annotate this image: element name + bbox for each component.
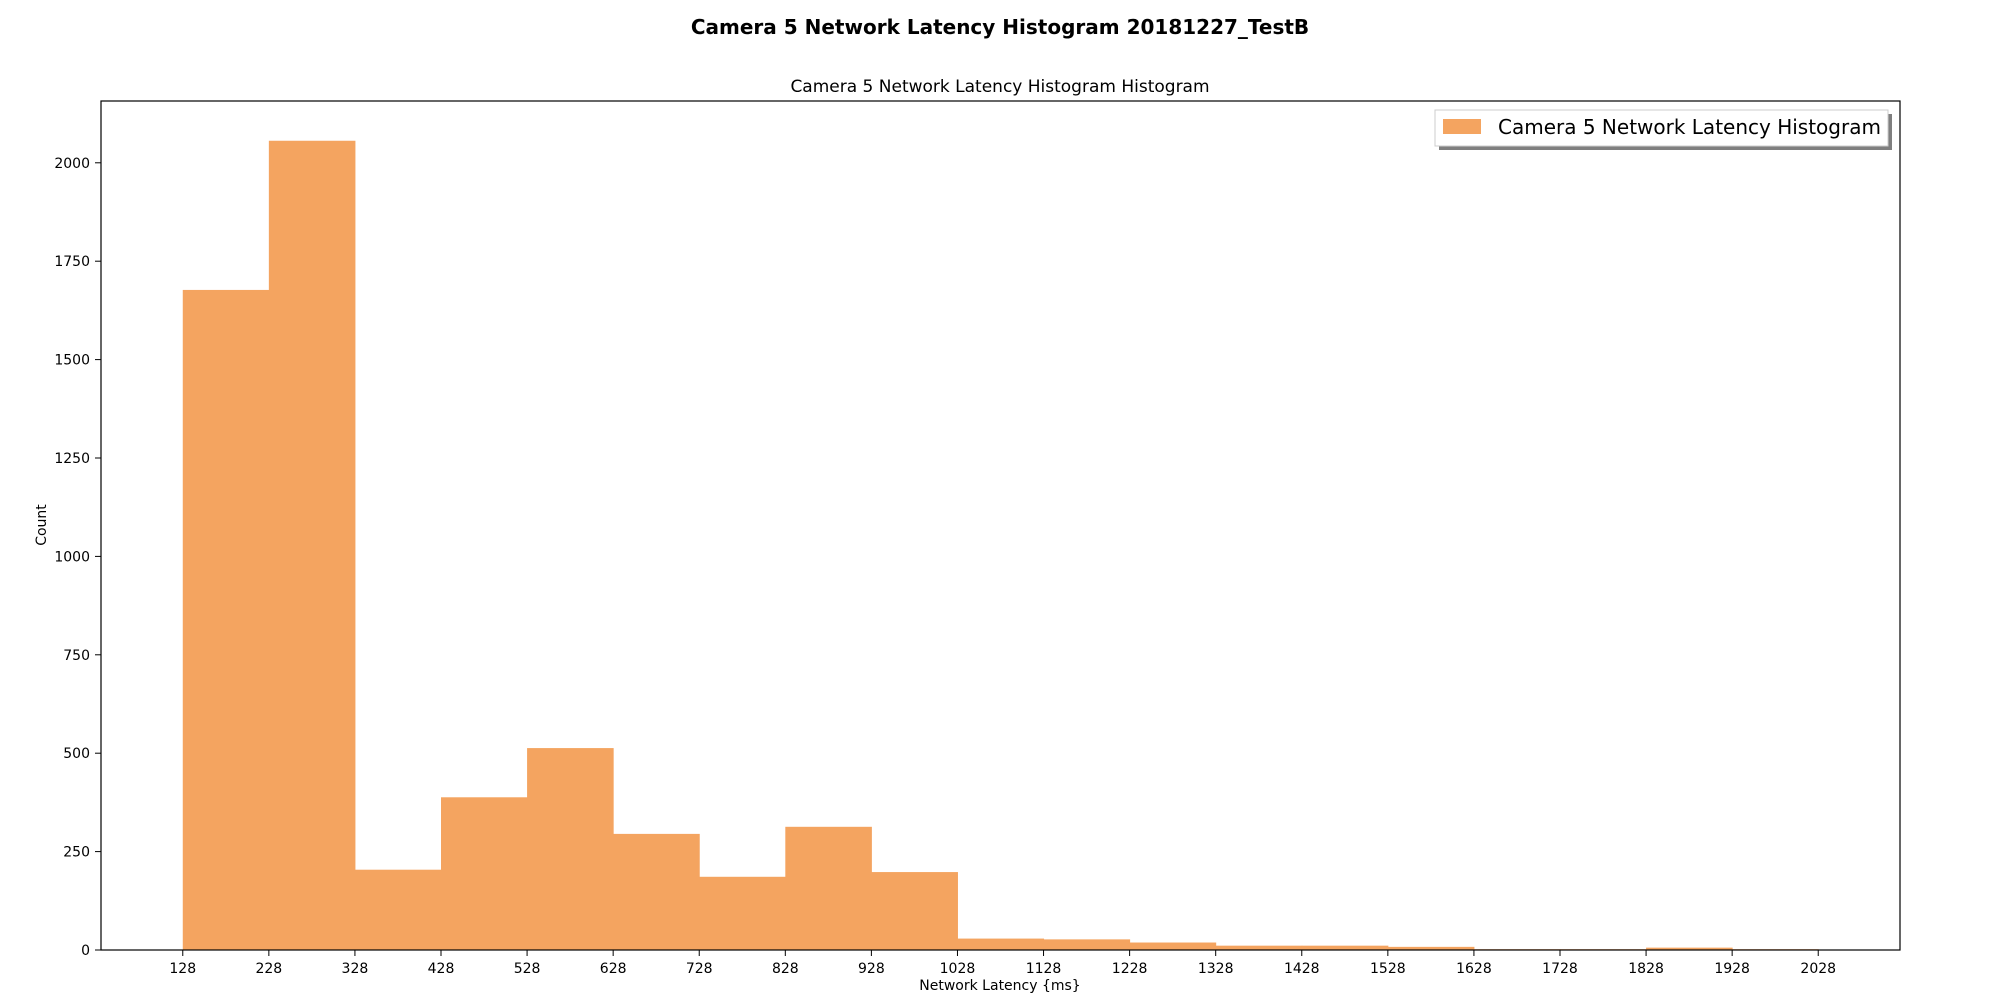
x-tick-label: 528: [514, 961, 541, 977]
x-tick-label: 1928: [1714, 961, 1750, 977]
histogram-bar: [613, 833, 700, 950]
y-tick-label: 500: [63, 746, 90, 762]
y-tick-label: 1250: [54, 451, 90, 467]
y-tick-label: 1750: [54, 254, 90, 270]
y-axis-label: Count: [34, 504, 50, 546]
histogram-bar: [441, 797, 528, 950]
y-tick-label: 0: [81, 943, 90, 959]
x-tick-label: 128: [169, 961, 196, 977]
x-tick-label: 728: [686, 961, 713, 977]
x-tick-label: 328: [342, 961, 369, 977]
x-tick-label: 1528: [1370, 961, 1406, 977]
x-tick-label: 1728: [1542, 961, 1578, 977]
x-tick-label: 628: [600, 961, 627, 977]
x-tick-label: 1228: [1112, 961, 1148, 977]
x-axis-ticks: 128 228 328 428 528 628 728 828 928 1028 1128 1228 1…: [169, 950, 1836, 977]
legend-label: Camera 5 Network Latency Histogram: [1498, 115, 1881, 139]
x-tick-label: 2028: [1800, 961, 1836, 977]
histogram-bar: [1646, 947, 1733, 950]
x-tick-label: 1128: [1026, 961, 1062, 977]
y-axis-ticks: 0 250 500 750 1000 1250 1500 1750 2000: [54, 156, 101, 959]
histogram-bar: [1387, 946, 1475, 950]
x-tick-label: 1428: [1284, 961, 1320, 977]
x-tick-label: 428: [428, 961, 455, 977]
bars-layer: [182, 140, 1819, 950]
histogram-bar: [527, 748, 614, 950]
legend-swatch: [1443, 119, 1481, 134]
histogram-bar: [1129, 942, 1217, 950]
histogram-bar: [699, 876, 786, 950]
y-tick-label: 1000: [54, 549, 90, 565]
x-tick-label: 1028: [940, 961, 976, 977]
y-tick-label: 1500: [54, 353, 90, 369]
histogram-bar: [1301, 945, 1389, 950]
histogram-bar: [1043, 939, 1131, 950]
x-tick-label: 1828: [1628, 961, 1664, 977]
y-tick-label: 250: [63, 845, 90, 861]
chart-title: Camera 5 Network Latency Histogram Histo…: [790, 77, 1209, 97]
x-tick-label: 1328: [1198, 961, 1234, 977]
histogram-bar: [785, 826, 872, 950]
figure-suptitle: Camera 5 Network Latency Histogram 20181…: [691, 15, 1309, 39]
plot-frame: [100, 100, 1901, 951]
histogram-bar: [1215, 945, 1303, 950]
legend-box: [1434, 109, 1889, 147]
histogram-bar: [354, 869, 442, 950]
histogram-bar: [871, 872, 958, 950]
y-tick-label: 750: [63, 648, 90, 664]
x-tick-label: 928: [858, 961, 885, 977]
histogram-bar: [182, 289, 270, 950]
y-tick-label: 2000: [54, 156, 90, 172]
x-tick-label: 1628: [1456, 961, 1492, 977]
legend: Camera 5 Network Latency Histogram: [1434, 109, 1892, 150]
x-axis-label: Network Latency {ms}: [919, 978, 1080, 994]
x-tick-label: 828: [772, 961, 799, 977]
histogram-bar: [268, 140, 356, 950]
histogram-bar: [957, 938, 1045, 950]
x-tick-label: 228: [255, 961, 282, 977]
